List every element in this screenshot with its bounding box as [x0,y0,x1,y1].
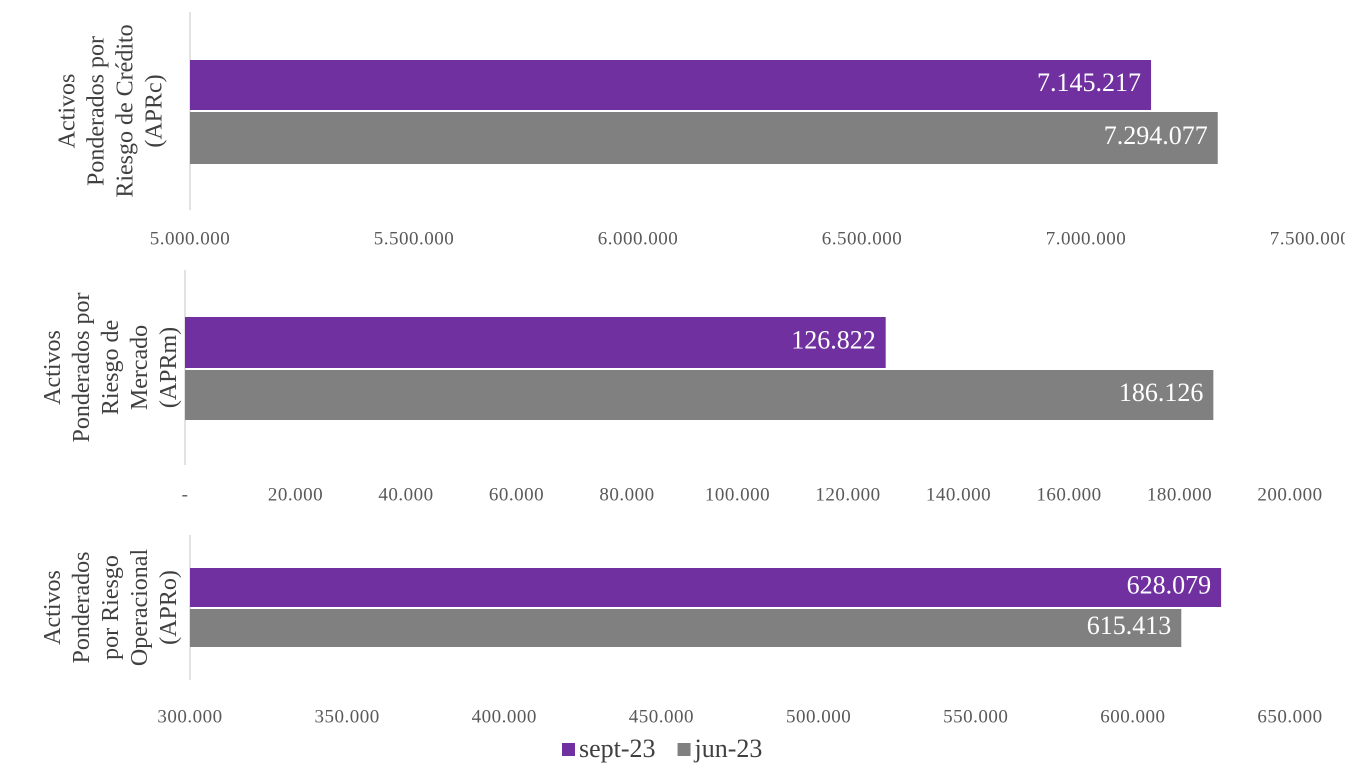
x-tick-label: 6.500.000 [822,228,903,249]
x-tick-label: 80.000 [599,484,654,505]
x-tick-label: 180.000 [1147,484,1212,505]
x-tick-label: - [182,484,189,505]
legend-swatch [562,743,575,756]
x-tick-label: 300.000 [157,706,222,727]
x-tick-label: 5.500.000 [374,228,455,249]
x-tick-label: 650.000 [1257,706,1322,727]
x-tick-label: 350.000 [315,706,380,727]
x-tick-label: 160.000 [1036,484,1101,505]
x-tick-label: 60.000 [489,484,544,505]
x-tick-label: 40.000 [378,484,433,505]
bar [185,317,886,368]
x-tick-label: 7.500.000 [1270,228,1345,249]
x-tick-label: 100.000 [705,484,770,505]
x-tick-label: 200.000 [1257,484,1322,505]
x-tick-label: 5.000.000 [150,228,231,249]
x-tick-label: 400.000 [472,706,537,727]
value-label: 615.413 [1087,611,1172,640]
value-label: 126.822 [791,325,876,354]
x-tick-label: 6.000.000 [598,228,679,249]
bar [190,568,1222,607]
value-label: 7.145.217 [1037,68,1141,97]
bar [190,609,1182,647]
x-tick-label: 600.000 [1100,706,1165,727]
value-label: 7.294.077 [1104,121,1208,150]
bar [190,112,1218,164]
x-tick-label: 550.000 [943,706,1008,727]
x-tick-label: 20.000 [268,484,323,505]
x-tick-label: 500.000 [786,706,851,727]
legend-swatch [677,743,691,756]
category-label: Activos Ponderados por Riesgo de Mercado (AP… [40,293,182,443]
legend-label: jun-23 [694,734,763,763]
x-tick-label: 120.000 [815,484,880,505]
category-label: Activos Ponderados por Riesgo Operacional (A… [40,549,182,667]
value-label: 186.126 [1119,378,1204,407]
value-label: 628.079 [1127,570,1212,599]
bar [185,370,1214,420]
x-tick-label: 140.000 [926,484,991,505]
legend-label: sept-23 [579,734,656,763]
bar [190,60,1152,110]
x-tick-label: 450.000 [629,706,694,727]
category-label: Activos Ponderados por Riesgo de Crédito (A… [54,24,167,197]
x-tick-label: 7.000.000 [1046,228,1127,249]
